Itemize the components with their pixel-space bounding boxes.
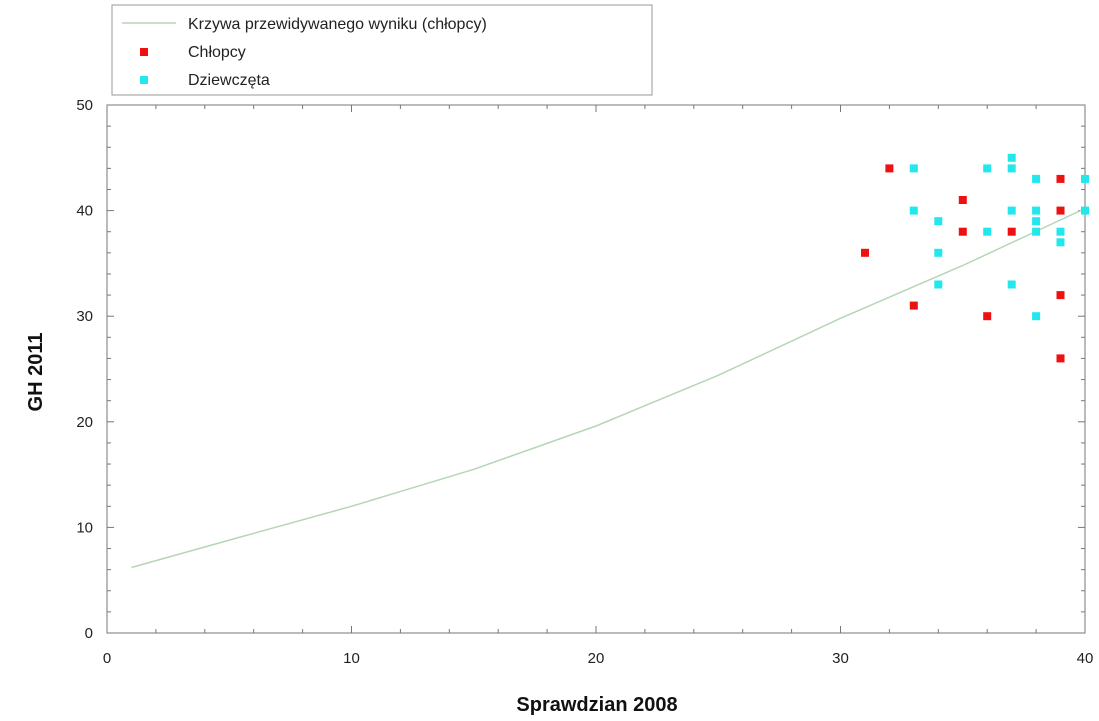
legend: Krzywa przewidywanego wyniku (chłopcy) C… <box>111 4 653 96</box>
x-tick-label: 30 <box>832 650 849 667</box>
girls-point <box>1081 206 1089 215</box>
legend-curve-label: Krzywa przewidywanego wyniku (chłopcy) <box>188 16 487 33</box>
boys-point <box>1056 291 1065 300</box>
girls-point <box>1007 153 1016 162</box>
axis-ticks <box>106 104 1086 634</box>
boys-point <box>1056 354 1065 363</box>
y-tick-label: 30 <box>76 308 93 325</box>
plot-frame <box>106 104 1086 634</box>
y-tick-label: 20 <box>76 414 93 431</box>
legend-girls-label: Dziewczęta <box>188 72 270 89</box>
y-tick-label: 40 <box>76 203 93 220</box>
boys-point <box>958 196 967 204</box>
girls-point <box>909 164 918 173</box>
girls-point <box>1032 312 1041 321</box>
x-tick-label: 0 <box>103 650 111 667</box>
girls-point <box>909 206 918 215</box>
girls-point <box>1007 280 1016 289</box>
y-tick-label: 0 <box>85 625 93 642</box>
girls-point <box>1007 206 1016 215</box>
data-points <box>861 153 1089 363</box>
x-tick-label: 40 <box>1077 650 1094 667</box>
girls-point <box>1032 227 1041 236</box>
girls-point <box>1032 174 1041 183</box>
girls-point <box>983 164 992 173</box>
boys-point <box>958 227 967 236</box>
legend-box <box>111 4 653 96</box>
y-tick-label: 50 <box>76 97 93 114</box>
boys-point <box>909 301 918 310</box>
y-axis-title: GH 2011 <box>25 333 47 412</box>
girls-point <box>1032 206 1041 215</box>
x-axis-title: Sprawdzian 2008 <box>516 694 677 716</box>
girls-point <box>1056 238 1065 247</box>
boys-point <box>885 164 894 173</box>
girls-point <box>1032 217 1041 226</box>
girls-point <box>934 280 943 289</box>
girls-point <box>934 217 943 226</box>
legend-girls-marker <box>140 76 148 84</box>
legend-boys-label: Chłopcy <box>188 44 246 61</box>
girls-point <box>1056 227 1065 236</box>
tick-labels: 0 10 20 30 40 0 10 20 30 40 50 <box>76 97 1093 667</box>
boys-point <box>1056 174 1065 183</box>
girls-point <box>983 227 992 236</box>
legend-boys-marker <box>140 48 148 56</box>
boys-point <box>1007 227 1016 236</box>
girls-point <box>1081 174 1089 183</box>
y-tick-label: 10 <box>76 519 93 536</box>
boys-point <box>1056 206 1065 215</box>
x-tick-label: 10 <box>343 650 360 667</box>
girls-point <box>934 248 943 257</box>
boys-point <box>861 248 869 257</box>
boys-point <box>983 312 992 321</box>
x-tick-label: 20 <box>588 650 605 667</box>
girls-point <box>1007 164 1016 173</box>
prediction-curve <box>131 207 1086 569</box>
